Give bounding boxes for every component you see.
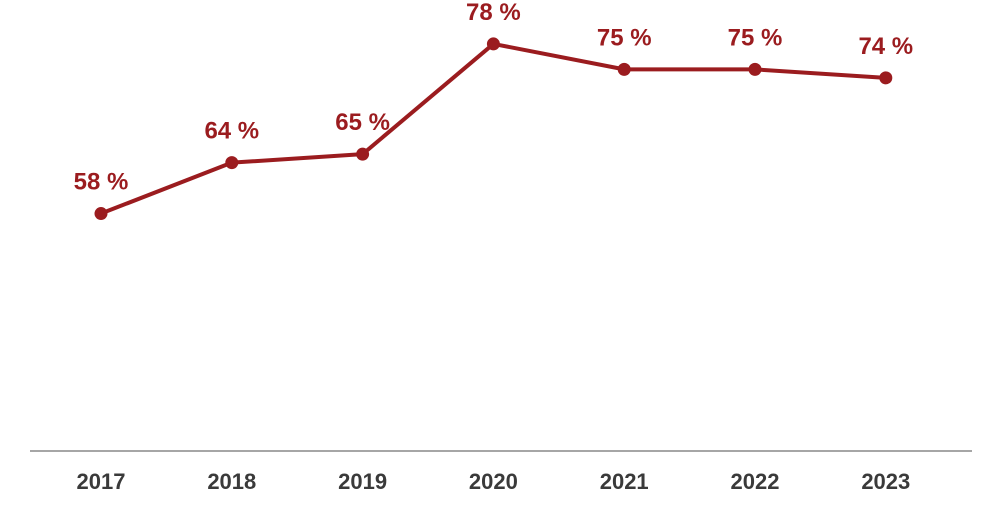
data-point-2018 bbox=[225, 156, 239, 170]
x-tick-label-2019: 2019 bbox=[338, 469, 387, 494]
x-tick-label-2022: 2022 bbox=[731, 469, 780, 494]
data-points bbox=[94, 37, 893, 221]
data-label-2021: 75 % bbox=[597, 24, 652, 51]
data-label-2018: 64 % bbox=[204, 118, 259, 145]
x-tick-labels: 2017 2018 2019 2020 2021 2022 2023 bbox=[77, 469, 911, 494]
data-labels: 58 % 64 % 65 % 78 % 75 % 75 % 74 % bbox=[74, 0, 914, 196]
data-label-2023: 74 % bbox=[858, 33, 913, 60]
data-label-2017: 58 % bbox=[74, 169, 129, 196]
data-point-2017 bbox=[94, 207, 108, 221]
data-point-2022 bbox=[748, 62, 762, 76]
data-point-2023 bbox=[879, 71, 893, 85]
x-tick-label-2018: 2018 bbox=[207, 469, 256, 494]
x-tick-label-2021: 2021 bbox=[600, 469, 649, 494]
data-label-2020: 78 % bbox=[466, 0, 521, 26]
data-point-2021 bbox=[617, 62, 631, 76]
data-label-2022: 75 % bbox=[728, 24, 783, 51]
x-tick-label-2020: 2020 bbox=[469, 469, 518, 494]
x-tick-label-2023: 2023 bbox=[861, 469, 910, 494]
data-point-2019 bbox=[356, 147, 370, 161]
data-point-2020 bbox=[486, 37, 500, 51]
x-tick-label-2017: 2017 bbox=[77, 469, 126, 494]
data-label-2019: 65 % bbox=[335, 109, 390, 136]
